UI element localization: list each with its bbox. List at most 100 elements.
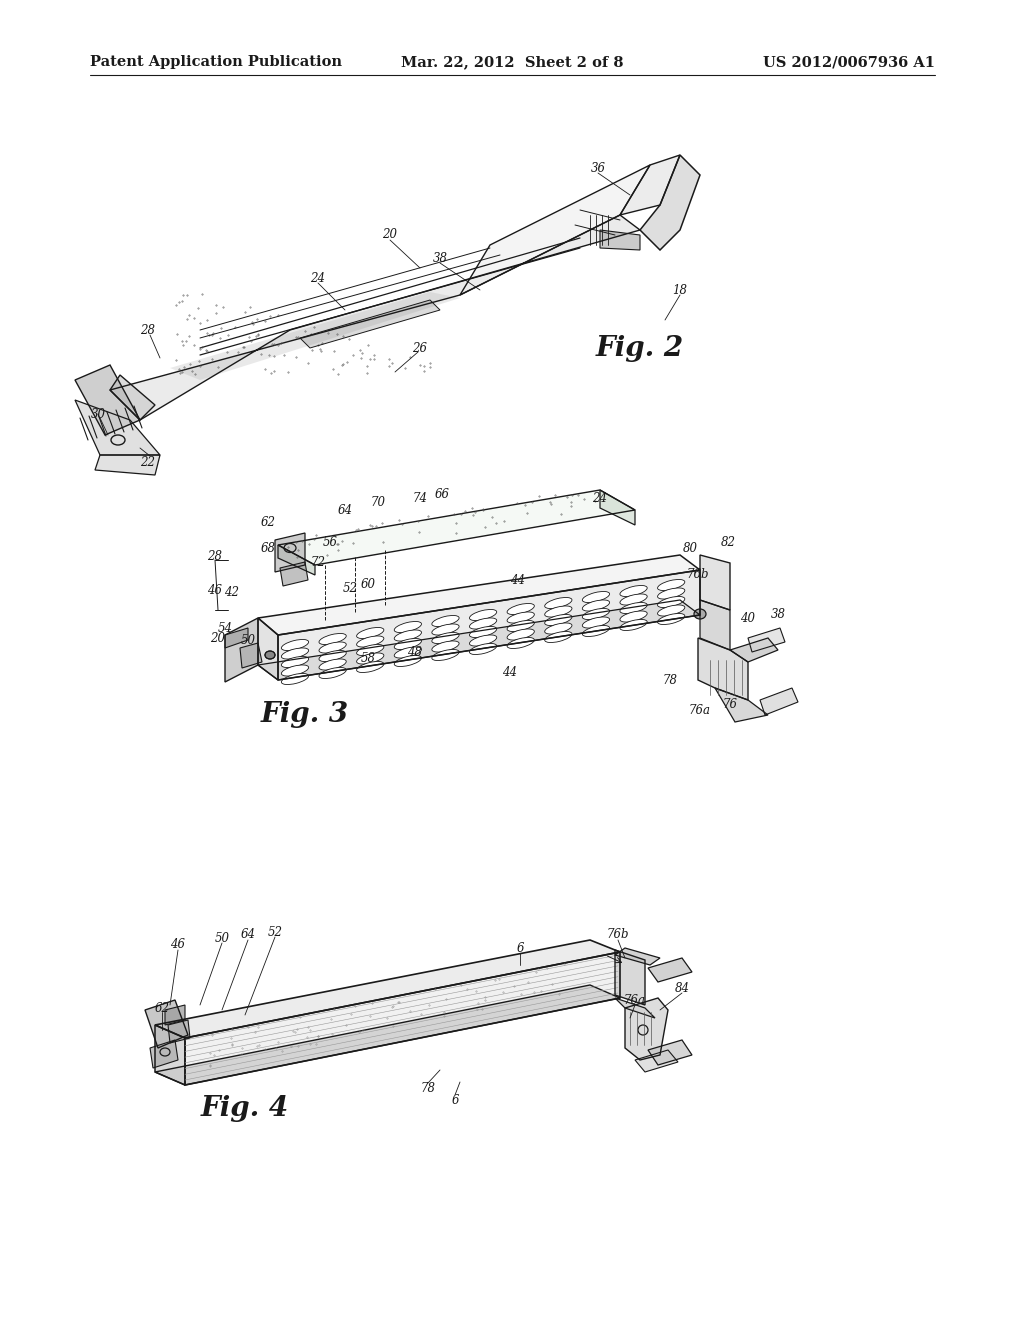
Text: 48: 48 — [408, 645, 423, 659]
Text: 72: 72 — [310, 556, 326, 569]
Text: 60: 60 — [360, 578, 376, 591]
Text: 22: 22 — [140, 455, 156, 469]
Ellipse shape — [282, 656, 308, 668]
Polygon shape — [165, 1005, 185, 1026]
Polygon shape — [698, 638, 748, 700]
Ellipse shape — [394, 647, 422, 659]
Text: 82: 82 — [721, 536, 735, 549]
Polygon shape — [278, 490, 635, 565]
Text: 80: 80 — [683, 541, 697, 554]
Polygon shape — [110, 375, 155, 420]
Ellipse shape — [394, 639, 422, 649]
Ellipse shape — [545, 606, 572, 616]
Ellipse shape — [469, 618, 497, 630]
Polygon shape — [168, 1020, 190, 1043]
Ellipse shape — [657, 579, 685, 590]
Text: Fig. 4: Fig. 4 — [201, 1094, 289, 1122]
Ellipse shape — [507, 603, 535, 615]
Text: 64: 64 — [338, 503, 352, 516]
Text: 84: 84 — [675, 982, 689, 994]
Polygon shape — [75, 366, 140, 436]
Text: 58: 58 — [360, 652, 376, 664]
Polygon shape — [648, 1040, 692, 1065]
Ellipse shape — [545, 631, 572, 643]
Polygon shape — [95, 455, 160, 475]
Text: 44: 44 — [503, 665, 517, 678]
Text: 38: 38 — [770, 609, 785, 622]
Text: 6: 6 — [452, 1093, 459, 1106]
Polygon shape — [155, 985, 620, 1085]
Polygon shape — [225, 628, 248, 648]
Polygon shape — [170, 292, 460, 380]
Polygon shape — [460, 165, 650, 294]
Polygon shape — [110, 215, 640, 420]
Polygon shape — [280, 562, 308, 586]
Ellipse shape — [657, 605, 685, 616]
Ellipse shape — [469, 643, 497, 655]
Ellipse shape — [469, 627, 497, 638]
Polygon shape — [275, 533, 305, 572]
Text: 54: 54 — [217, 622, 232, 635]
Text: Patent Application Publication: Patent Application Publication — [90, 55, 342, 69]
Ellipse shape — [282, 673, 308, 685]
Ellipse shape — [507, 638, 535, 648]
Text: 62: 62 — [155, 1002, 170, 1015]
Polygon shape — [715, 688, 768, 722]
Text: 38: 38 — [432, 252, 447, 264]
Polygon shape — [145, 1001, 188, 1048]
Ellipse shape — [319, 659, 346, 671]
Ellipse shape — [583, 601, 609, 611]
Text: 28: 28 — [140, 323, 156, 337]
Ellipse shape — [657, 597, 685, 607]
Text: 78: 78 — [663, 673, 678, 686]
Text: 76a: 76a — [689, 704, 711, 717]
Text: 52: 52 — [342, 582, 357, 594]
Text: 30: 30 — [90, 408, 105, 421]
Ellipse shape — [432, 624, 459, 635]
Ellipse shape — [507, 612, 535, 623]
Text: 24: 24 — [310, 272, 326, 285]
Polygon shape — [600, 490, 635, 525]
Polygon shape — [615, 948, 660, 965]
Polygon shape — [278, 570, 700, 680]
Polygon shape — [258, 618, 278, 680]
Ellipse shape — [432, 615, 459, 627]
Text: 76b: 76b — [607, 928, 630, 941]
Text: 52: 52 — [267, 925, 283, 939]
Ellipse shape — [394, 622, 422, 632]
Ellipse shape — [319, 634, 346, 644]
Text: 76b: 76b — [687, 569, 710, 582]
Ellipse shape — [394, 630, 422, 642]
Ellipse shape — [432, 632, 459, 644]
Text: 70: 70 — [371, 496, 385, 510]
Polygon shape — [278, 545, 315, 576]
Ellipse shape — [319, 668, 346, 678]
Text: 28: 28 — [208, 549, 222, 562]
Text: 62: 62 — [260, 516, 275, 528]
Ellipse shape — [620, 611, 647, 622]
Ellipse shape — [694, 609, 706, 619]
Text: 50: 50 — [241, 634, 256, 647]
Ellipse shape — [356, 661, 384, 672]
Text: Mar. 22, 2012  Sheet 2 of 8: Mar. 22, 2012 Sheet 2 of 8 — [400, 55, 624, 69]
Text: 36: 36 — [591, 161, 605, 174]
Polygon shape — [620, 154, 680, 215]
Text: 56: 56 — [323, 536, 338, 549]
Text: 40: 40 — [740, 611, 756, 624]
Text: 64: 64 — [241, 928, 256, 941]
Ellipse shape — [319, 642, 346, 653]
Polygon shape — [730, 638, 778, 663]
Ellipse shape — [319, 651, 346, 661]
Text: US 2012/0067936 A1: US 2012/0067936 A1 — [763, 55, 935, 69]
Ellipse shape — [657, 587, 685, 599]
Text: 20: 20 — [211, 631, 225, 644]
Ellipse shape — [583, 616, 609, 628]
Text: 76: 76 — [723, 698, 737, 711]
Ellipse shape — [356, 653, 384, 664]
Polygon shape — [635, 1049, 678, 1072]
Text: 42: 42 — [224, 586, 240, 598]
Ellipse shape — [545, 623, 572, 634]
Ellipse shape — [432, 642, 459, 652]
Ellipse shape — [469, 610, 497, 620]
Text: 50: 50 — [214, 932, 229, 945]
